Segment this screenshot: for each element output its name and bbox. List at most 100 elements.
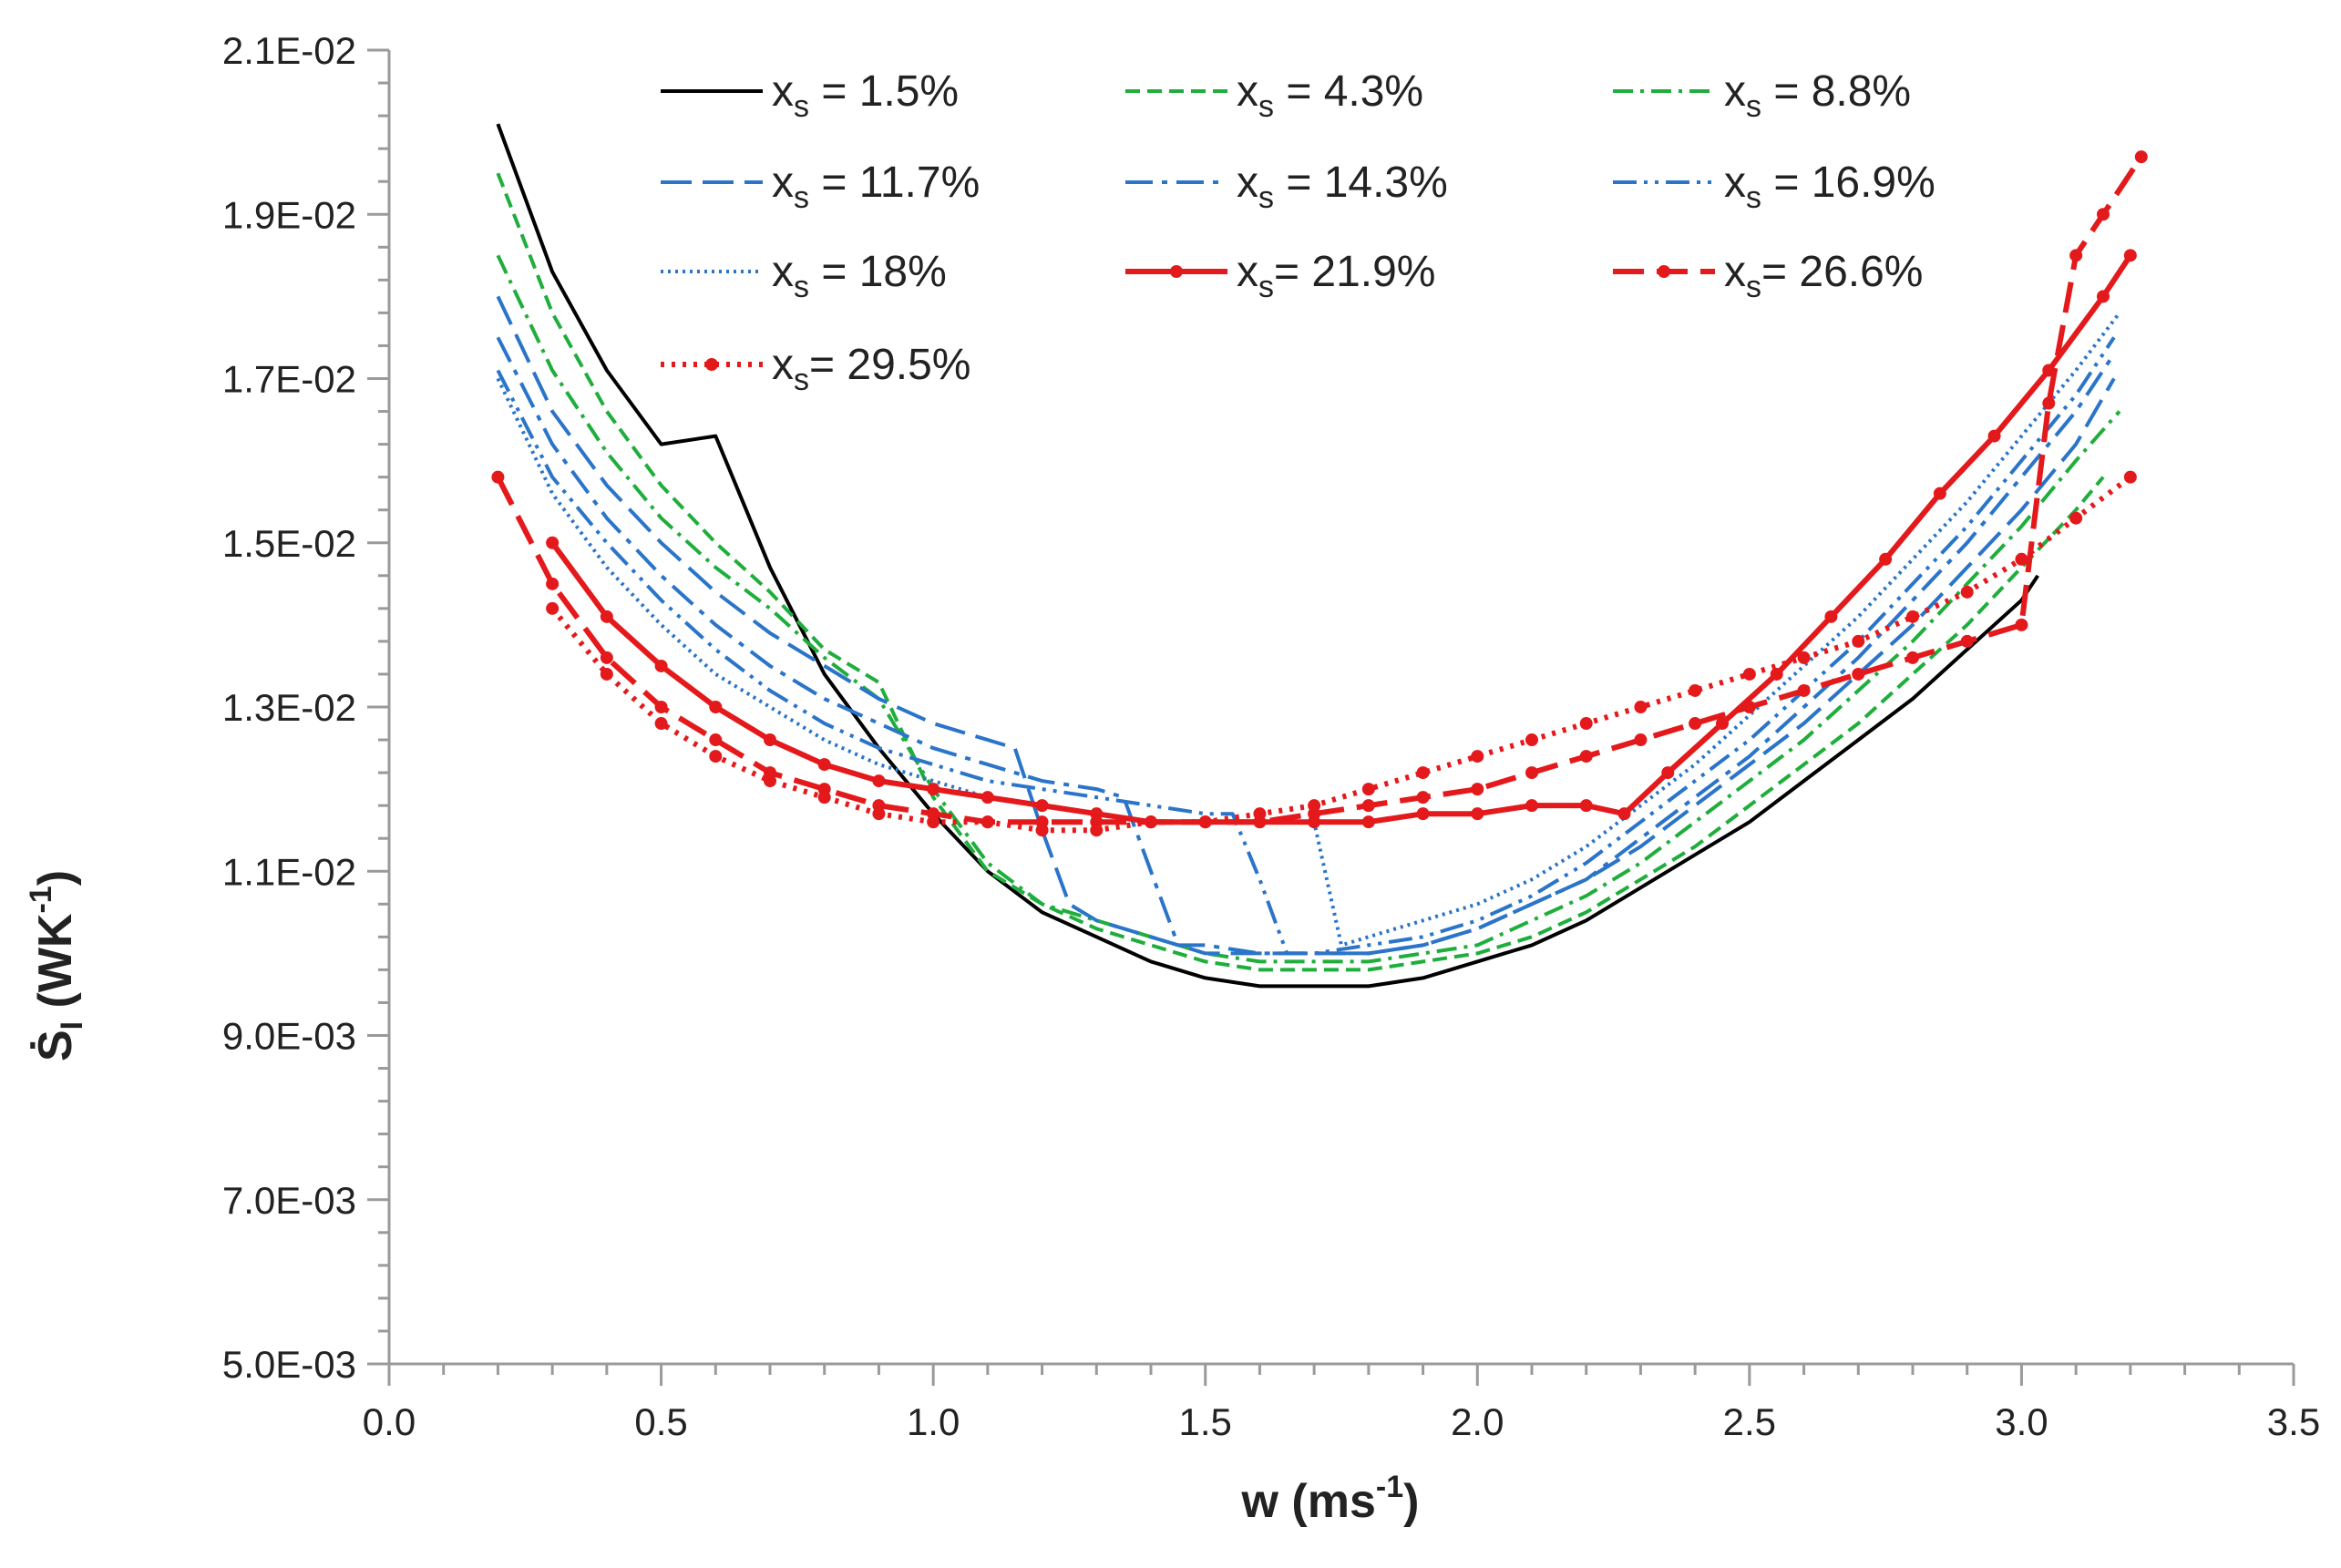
series-point bbox=[1198, 815, 1212, 829]
x-tick-label: 3.0 bbox=[1995, 1400, 2048, 1443]
series-point bbox=[1879, 552, 1893, 566]
series-line bbox=[549, 475, 2132, 834]
series-point bbox=[872, 807, 886, 821]
x-axis-title-tail: ) bbox=[1403, 1475, 1419, 1528]
legend-item: xs= 26.6% bbox=[1613, 248, 1923, 304]
x-tick-label: 1.0 bbox=[907, 1400, 960, 1443]
series-point bbox=[1824, 610, 1838, 623]
series-point bbox=[654, 717, 668, 731]
series-point bbox=[1090, 824, 1104, 837]
legend-label: xs= 29.5% bbox=[772, 341, 970, 397]
series-point bbox=[1525, 799, 1538, 813]
y-tick-label: 9.0E-03 bbox=[222, 1015, 356, 1058]
series-point bbox=[1634, 701, 1648, 713]
series-point bbox=[1253, 807, 1267, 821]
series-line bbox=[496, 172, 2105, 972]
series-point bbox=[1960, 585, 1974, 599]
series-point bbox=[1525, 733, 1538, 747]
legend-marker bbox=[1658, 265, 1670, 278]
series-point bbox=[1661, 766, 1675, 780]
legend-label: xs = 14.3% bbox=[1237, 159, 1448, 215]
series-point bbox=[709, 733, 723, 747]
y-tick-label: 2.1E-02 bbox=[222, 29, 356, 72]
y-axis-title-tail: ) bbox=[29, 870, 82, 886]
axes: 0.0 0.5 1.0 1.5 2.0 2.5 3.0 3.5 5.0E-03 7.0E-03 9… bbox=[222, 29, 2320, 1443]
x-ticks: 0.0 0.5 1.0 1.5 2.0 2.5 3.0 3.5 bbox=[363, 1364, 2320, 1443]
series-point bbox=[927, 783, 940, 796]
series-point bbox=[2123, 249, 2137, 262]
series-2 bbox=[496, 172, 2105, 972]
series-point bbox=[1689, 683, 1702, 697]
series-point bbox=[1145, 815, 1157, 829]
series-point bbox=[1579, 717, 1593, 731]
series-point bbox=[1035, 824, 1049, 837]
series-point bbox=[1742, 667, 1756, 681]
series-line bbox=[496, 295, 2116, 956]
series-3 bbox=[496, 254, 2121, 964]
series-point bbox=[1906, 610, 1919, 623]
series-point bbox=[764, 733, 776, 747]
series-point bbox=[1361, 815, 1375, 829]
x-tick-label: 0.5 bbox=[634, 1400, 687, 1443]
y-tick-label: 1.3E-02 bbox=[222, 686, 356, 729]
legend-label: xs = 18% bbox=[772, 248, 947, 304]
legend-item: xs = 11.7% bbox=[661, 159, 980, 215]
x-axis-title: w (ms-1) bbox=[1241, 1470, 1420, 1528]
series-6 bbox=[496, 336, 2116, 956]
x-axis-title-sup: -1 bbox=[1376, 1470, 1403, 1504]
plot-lines bbox=[491, 123, 2148, 989]
series-point bbox=[817, 791, 831, 804]
series-line bbox=[496, 336, 2116, 956]
legend-item: xs = 8.8% bbox=[1613, 67, 1911, 124]
series-point bbox=[2097, 208, 2110, 221]
series-point bbox=[600, 667, 613, 681]
legend: xs = 1.5% xs = 4.3% xs = 8.8% xs = 11.7% xs… bbox=[661, 67, 1935, 397]
series-point bbox=[600, 610, 613, 623]
y-axis-title-sub: I bbox=[55, 1021, 89, 1030]
series-point bbox=[1960, 634, 1974, 648]
series-point bbox=[1035, 799, 1049, 813]
series-point bbox=[1361, 799, 1375, 813]
series-1 bbox=[496, 123, 2039, 989]
series-point bbox=[1742, 701, 1756, 713]
legend-item: xs = 14.3% bbox=[1125, 159, 1448, 215]
series-point bbox=[1525, 766, 1538, 780]
series-point bbox=[546, 536, 560, 549]
series-point bbox=[927, 815, 940, 829]
y-tick-label: 1.1E-02 bbox=[222, 850, 356, 893]
legend-marker bbox=[1170, 265, 1183, 278]
y-axis-title-mid: (WK bbox=[29, 913, 82, 1021]
series-point bbox=[1471, 807, 1484, 821]
series-point bbox=[1906, 651, 1919, 664]
series-point bbox=[1579, 799, 1593, 813]
series-point bbox=[1797, 651, 1811, 664]
series-point bbox=[709, 750, 723, 764]
series-point bbox=[981, 815, 994, 829]
series-point bbox=[1361, 783, 1375, 796]
legend-item: xs= 21.9% bbox=[1125, 248, 1435, 304]
y-axis-title: ṠI (WK-1) bbox=[24, 870, 89, 1061]
x-tick-label: 0.0 bbox=[363, 1400, 416, 1443]
series-point bbox=[2042, 396, 2056, 410]
series-line bbox=[496, 312, 2121, 948]
series-point bbox=[872, 774, 886, 788]
legend-marker bbox=[705, 358, 718, 371]
series-point bbox=[1770, 667, 1783, 681]
series-point bbox=[2097, 290, 2110, 303]
series-point bbox=[546, 577, 560, 590]
y-axis-title-base: Ṡ bbox=[29, 1030, 82, 1061]
series-point bbox=[1933, 487, 1946, 500]
x-tick-label: 2.0 bbox=[1451, 1400, 1504, 1443]
series-point bbox=[2123, 470, 2137, 484]
legend-item: xs= 29.5% bbox=[661, 341, 970, 397]
series-point bbox=[654, 701, 668, 713]
series-point bbox=[1416, 791, 1430, 804]
x-tick-label: 2.5 bbox=[1723, 1400, 1776, 1443]
y-tick-label: 7.0E-03 bbox=[222, 1179, 356, 1222]
series-point bbox=[1852, 667, 1865, 681]
series-point bbox=[1617, 807, 1631, 821]
y-tick-label: 5.0E-03 bbox=[222, 1343, 356, 1386]
x-axis-title-base: w (ms bbox=[1241, 1475, 1376, 1528]
series-point bbox=[1308, 799, 1321, 813]
series-point bbox=[491, 470, 505, 484]
